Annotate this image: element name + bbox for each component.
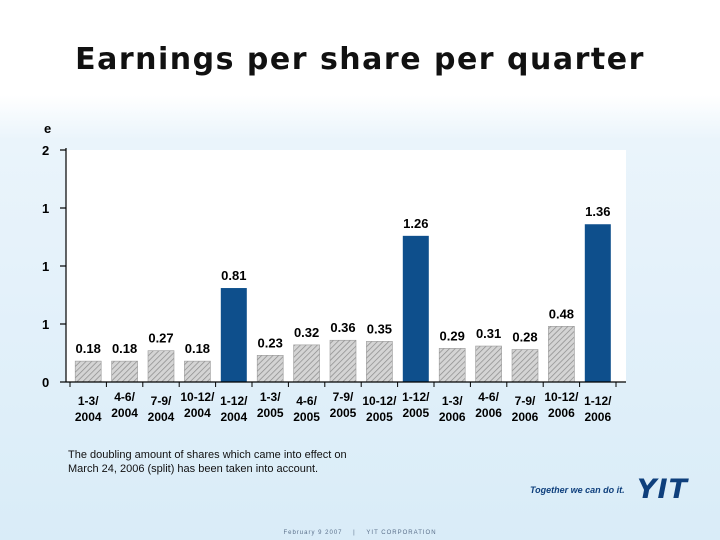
bar-7-9-2005 [329, 339, 357, 383]
bar-10-12-2004 [184, 360, 211, 383]
bar-1-3-2004 [74, 360, 102, 383]
bar-7-9-2006 [511, 349, 539, 383]
bar-1-12-2006 [584, 224, 611, 382]
x-tick-label-period: 10-12/ [180, 390, 215, 404]
x-tick-label-period: 4-6/ [114, 390, 135, 404]
x-tick-label-year: 2006 [584, 410, 611, 424]
eps-bar-chart: e 0 1 1 1 2 0.18 1-3/2004 0.18 4-6/2004 0.27 7-9/2… [42, 121, 626, 424]
x-tick-label-year: 2005 [257, 406, 284, 420]
data-label: 1.26 [403, 216, 428, 231]
x-tick-label-period: 7-9/ [151, 394, 172, 408]
data-label: 0.31 [476, 326, 501, 341]
bar-1-12-2004 [220, 288, 247, 382]
x-tick-label-year: 2004 [220, 410, 247, 424]
x-tick-label-period: 1-12/ [584, 394, 612, 408]
data-label: 0.18 [76, 341, 101, 356]
split-note: The doubling amount of shares which came… [68, 448, 408, 476]
x-tick-label-year: 2004 [184, 406, 211, 420]
y-tick-label: 1 [42, 201, 49, 216]
x-tick-label-year: 2004 [148, 410, 175, 424]
x-tick-label-year: 2005 [293, 410, 320, 424]
note-line-2: March 24, 2006 (split) has been taken in… [68, 463, 319, 475]
bar-10-12-2006 [548, 326, 575, 383]
bar-4-6-2004 [111, 360, 138, 383]
y-tick-label: 1 [42, 317, 49, 332]
data-label: 0.18 [185, 341, 210, 356]
data-label: 1.36 [585, 204, 610, 219]
x-tick-label-period: 7-9/ [515, 394, 536, 408]
data-label: 0.29 [440, 328, 465, 343]
x-tick-label-year: 2006 [512, 410, 539, 424]
yit-logo: YIT [637, 474, 689, 505]
page-title: Earnings per share per quarter [75, 42, 645, 77]
data-label: 0.48 [549, 306, 574, 321]
x-tick-label-period: 4-6/ [296, 394, 317, 408]
footer: February 9 2007 | YIT CORPORATION [0, 530, 720, 536]
bar-1-3-2005 [256, 355, 284, 383]
data-label: 0.23 [258, 335, 283, 350]
x-tick-label-period: 1-3/ [78, 394, 99, 408]
x-tick-label-period: 10-12/ [544, 390, 579, 404]
bar-4-6-2006 [475, 345, 502, 383]
y-tick-label: 1 [42, 259, 49, 274]
x-tick-label-period: 7-9/ [333, 390, 354, 404]
x-tick-label-year: 2005 [330, 406, 357, 420]
y-axis-unit-label: e [44, 121, 51, 136]
x-tick-label-year: 2005 [366, 410, 393, 424]
y-tick-label: 0 [42, 375, 49, 390]
data-label: 0.35 [367, 321, 392, 336]
data-label: 0.27 [148, 331, 173, 346]
data-label: 0.18 [112, 341, 137, 356]
x-tick-label-period: 1-3/ [442, 394, 463, 408]
data-label: 0.32 [294, 325, 319, 340]
bar-7-9-2004 [147, 350, 175, 383]
bar-10-12-2005 [366, 341, 393, 383]
x-tick-label-year: 2005 [402, 406, 429, 420]
x-tick-label-year: 2006 [475, 406, 502, 420]
footer-separator: | [353, 530, 356, 536]
footer-date: February 9 2007 [283, 530, 343, 536]
bar-1-3-2006 [438, 348, 466, 383]
x-tick-label-year: 2006 [439, 410, 466, 424]
x-tick-label-period: 10-12/ [362, 394, 397, 408]
x-tick-label-year: 2004 [75, 410, 102, 424]
bar-1-12-2005 [402, 235, 429, 382]
x-tick-label-year: 2006 [548, 406, 575, 420]
x-tick-label-period: 1-12/ [220, 394, 248, 408]
x-tick-label-year: 2004 [111, 406, 138, 420]
x-tick-label-period: 1-12/ [402, 390, 430, 404]
bar-4-6-2005 [293, 344, 320, 383]
brand-tagline: Together we can do it. [530, 485, 625, 495]
data-label: 0.81 [221, 268, 246, 283]
x-tick-label-period: 4-6/ [478, 390, 499, 404]
note-line-1: The doubling amount of shares which came… [68, 449, 347, 461]
footer-company: YIT CORPORATION [366, 530, 437, 536]
data-label: 0.36 [330, 320, 355, 335]
data-label: 0.28 [512, 330, 537, 345]
x-tick-label-period: 1-3/ [260, 390, 281, 404]
y-tick-label: 2 [42, 143, 49, 158]
